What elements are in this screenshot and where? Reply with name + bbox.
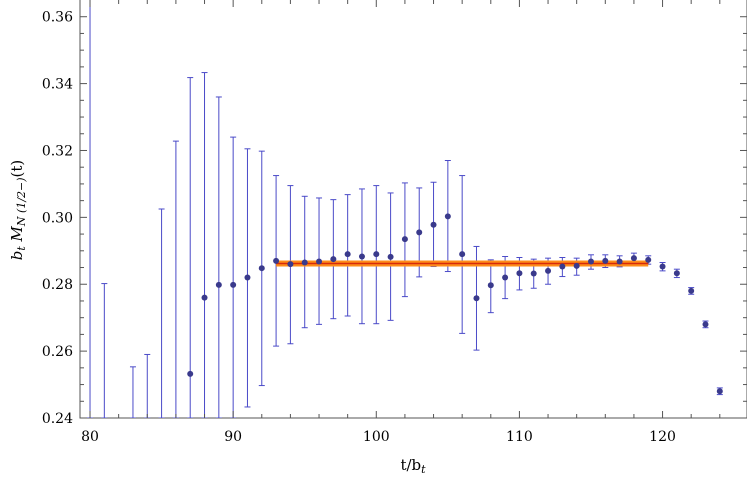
- data-point-89: [215, 281, 222, 288]
- data-point-100: [373, 251, 380, 258]
- labels-layer: 80 90 100 110 120 0.24 0.26 0.28 0.30 0.32 0.34 0.3…: [42, 10, 676, 445]
- x-tick-label-120: 120: [649, 429, 676, 445]
- data-point-103: [416, 229, 423, 236]
- data-point-95: [301, 259, 308, 266]
- data-point-99: [358, 253, 365, 260]
- data-point-93: [273, 257, 280, 264]
- data-point-106: [459, 251, 466, 258]
- data-point-113: [559, 263, 566, 270]
- data-point-112: [545, 267, 552, 274]
- data-point-96: [316, 258, 323, 265]
- data-point-97: [330, 256, 337, 263]
- y-axis-title: bt MN (1/2−)(t): [8, 160, 28, 261]
- data-point-116: [602, 257, 609, 264]
- data-point-98: [344, 251, 351, 258]
- fit-layer: [276, 260, 649, 267]
- data-point-101: [387, 253, 394, 260]
- y-tick-label-6: 0.36: [42, 10, 73, 26]
- errorbars-layer: [87, 0, 723, 418]
- data-point-105: [444, 213, 451, 220]
- data-point-88: [201, 294, 208, 301]
- plot-frame: [79, 0, 747, 419]
- x-axis-title: t/bt: [400, 456, 426, 476]
- x-tick-label-100: 100: [363, 429, 390, 445]
- data-point-92: [258, 265, 265, 272]
- y-tick-label-5: 0.34: [42, 77, 73, 93]
- data-point-121: [673, 270, 680, 277]
- data-point-124: [716, 388, 723, 395]
- data-point-122: [688, 287, 695, 294]
- data-point-118: [630, 255, 637, 262]
- data-point-91: [244, 274, 251, 281]
- data-point-107: [473, 295, 480, 302]
- data-point-117: [616, 258, 623, 265]
- data-point-104: [430, 221, 437, 228]
- points-layer: [187, 213, 723, 395]
- data-point-115: [587, 258, 594, 265]
- x-tick-label-110: 110: [506, 429, 533, 445]
- y-tick-label-4: 0.32: [42, 143, 73, 159]
- data-point-114: [573, 262, 580, 269]
- data-point-108: [487, 282, 494, 289]
- y-tick-label-3: 0.30: [42, 210, 73, 226]
- data-point-123: [702, 321, 709, 328]
- data-point-110: [516, 270, 523, 277]
- data-point-90: [230, 281, 237, 288]
- y-tick-label-2: 0.28: [42, 277, 73, 293]
- data-point-94: [287, 261, 294, 268]
- data-point-109: [502, 274, 509, 281]
- y-tick-label-1: 0.26: [42, 344, 73, 360]
- data-point-102: [401, 236, 408, 243]
- ticks-layer: [80, 0, 747, 419]
- data-point-120: [659, 263, 666, 270]
- y-tick-label-0: 0.24: [42, 411, 73, 427]
- data-point-87: [187, 370, 194, 377]
- data-point-119: [645, 256, 652, 263]
- x-tick-label-80: 80: [81, 429, 99, 445]
- data-point-111: [530, 270, 537, 277]
- x-tick-label-90: 90: [224, 429, 242, 445]
